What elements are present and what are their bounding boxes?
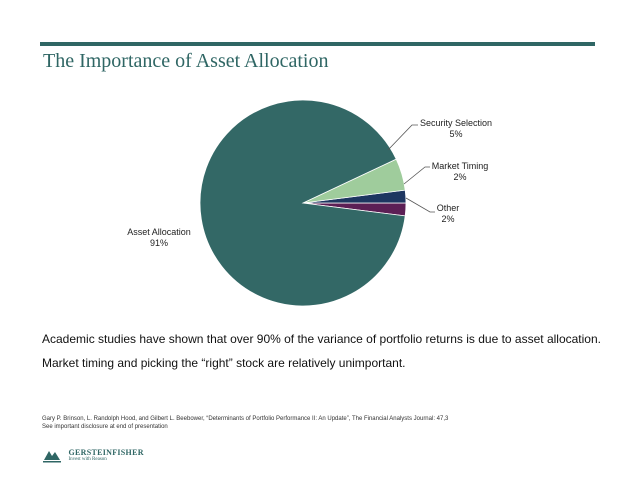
slice-asset-allocation <box>199 99 406 307</box>
logo-wordmark: GERSTEINFISHER <box>68 448 144 458</box>
body-text-asset-allocation: Academic studies have shown that over 90… <box>42 332 601 346</box>
pie-slices <box>199 99 407 307</box>
pie-labels: Security Selection 5% Market Timing 2% O… <box>127 118 492 248</box>
logo-text: GERSTEINFISHER Invest with Reason <box>68 448 143 463</box>
leader-other <box>405 197 435 213</box>
citation: Gary P. Brinson, L. Randolph Hood, and G… <box>42 415 602 431</box>
company-logo: GERSTEINFISHER Invest with Reason <box>42 447 144 465</box>
label-market-timing: Market Timing <box>432 161 489 171</box>
leader-security-selection <box>387 124 418 151</box>
logo-mark-icon <box>43 450 61 463</box>
pie-leader-lines <box>387 124 435 213</box>
pie-chart: Security Selection 5% Market Timing 2% O… <box>127 99 492 307</box>
disclosure-note: See important disclosure at end of prese… <box>42 424 168 430</box>
label-security-selection: Security Selection <box>420 118 492 128</box>
label-other: Other <box>437 203 460 213</box>
pct-market-timing: 2% <box>453 172 466 182</box>
logo-tagline: Invest with Reason <box>68 457 107 463</box>
body-text-market-timing: Market timing and picking the “right” st… <box>42 356 406 370</box>
pct-asset-allocation: 91% <box>150 238 168 248</box>
citation-source: Gary P. Brinson, L. Randolph Hood, and G… <box>42 416 449 422</box>
leader-market-timing <box>403 166 430 185</box>
slide-title: The Importance of Asset Allocation <box>43 50 329 72</box>
pct-other: 2% <box>441 214 454 224</box>
title-divider <box>40 42 595 46</box>
pct-security-selection: 5% <box>449 129 462 139</box>
label-asset-allocation: Asset Allocation <box>127 227 191 237</box>
